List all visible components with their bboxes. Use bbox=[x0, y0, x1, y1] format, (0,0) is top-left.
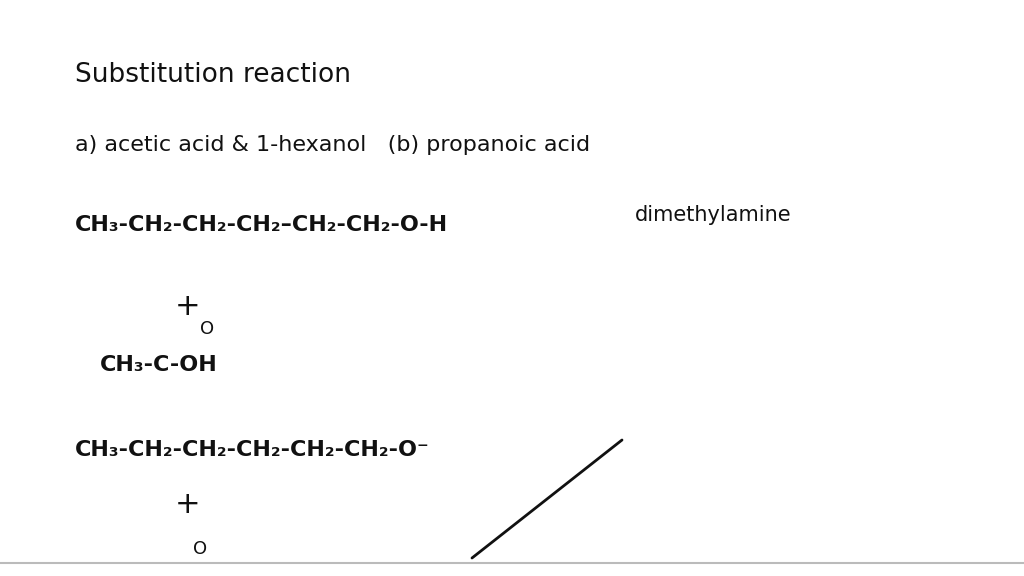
Text: O: O bbox=[200, 320, 214, 338]
Text: CH₃-CH₂-CH₂-CH₂–CH₂-CH₂-O-H: CH₃-CH₂-CH₂-CH₂–CH₂-CH₂-O-H bbox=[75, 215, 449, 235]
Text: O: O bbox=[193, 540, 207, 558]
Text: dimethylamine: dimethylamine bbox=[635, 205, 792, 225]
Text: +: + bbox=[175, 292, 201, 321]
Text: a) acetic acid & 1-hexanol   (b) propanoic acid: a) acetic acid & 1-hexanol (b) propanoic… bbox=[75, 135, 590, 155]
Text: Substitution reaction: Substitution reaction bbox=[75, 62, 351, 88]
Text: CH₃-C-OH: CH₃-C-OH bbox=[100, 355, 218, 375]
Text: CH₃-CH₂-CH₂-CH₂-CH₂-CH₂-O⁻: CH₃-CH₂-CH₂-CH₂-CH₂-CH₂-O⁻ bbox=[75, 440, 430, 460]
Text: +: + bbox=[175, 490, 201, 519]
